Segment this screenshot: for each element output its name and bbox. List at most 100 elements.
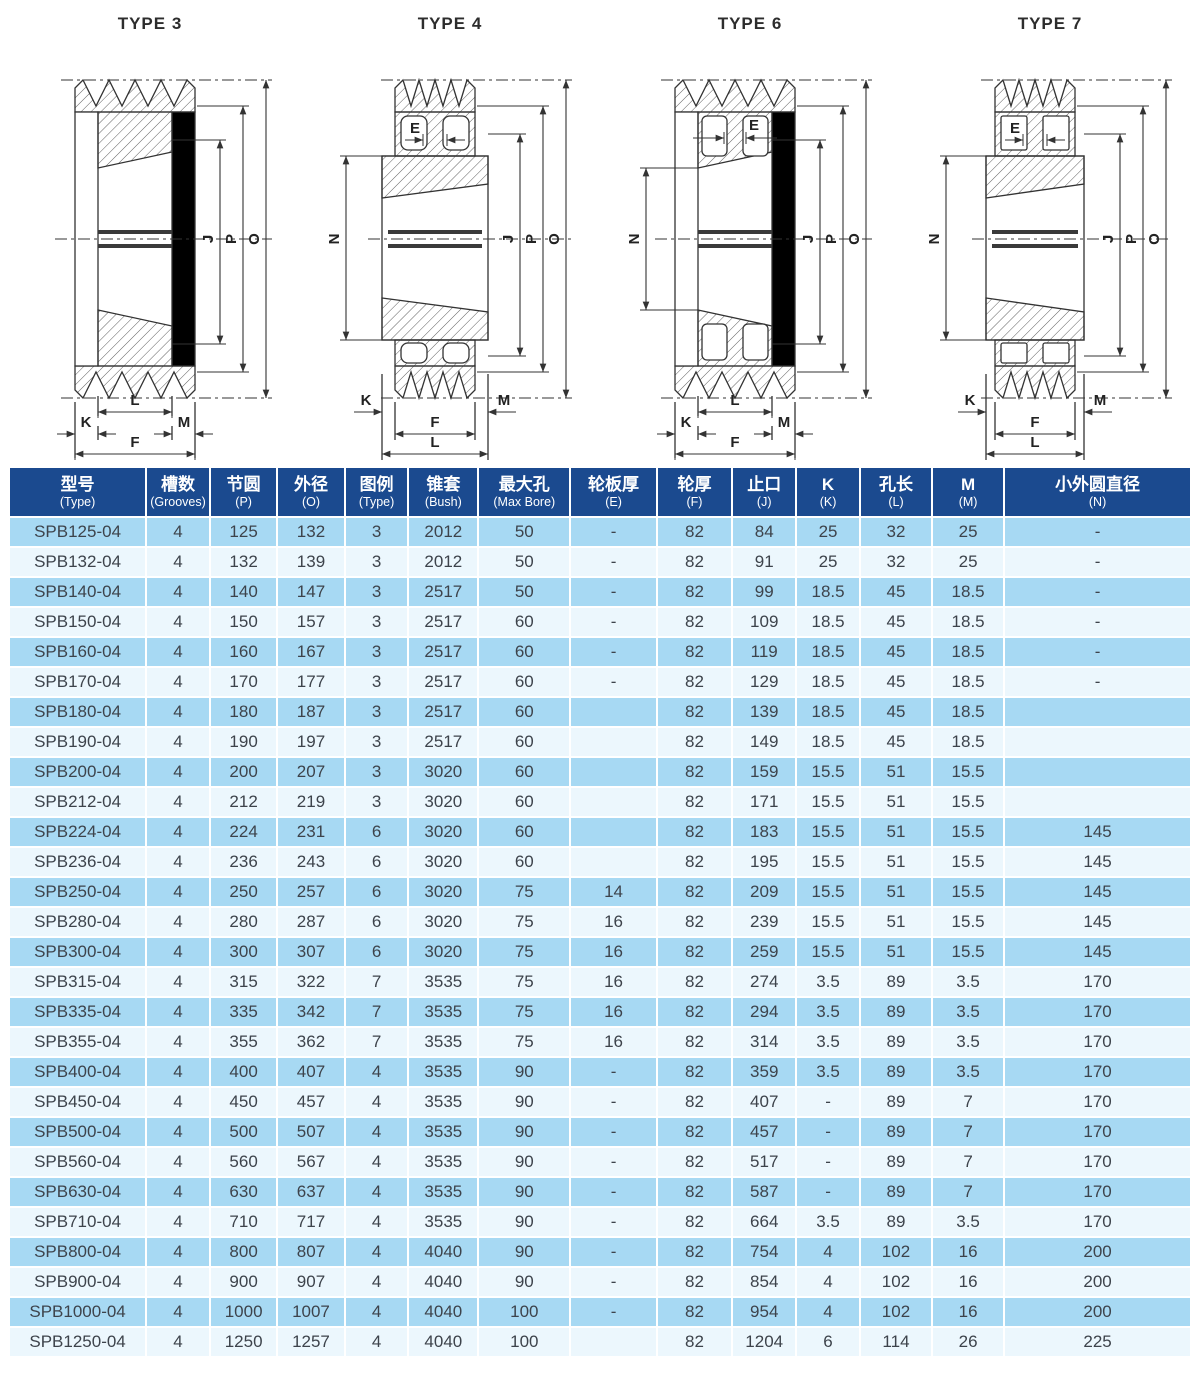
- table-cell: 359: [731, 1056, 798, 1088]
- table-cell: 754: [731, 1236, 798, 1268]
- table-cell: 4: [145, 576, 211, 608]
- table-cell: 90: [477, 1266, 572, 1298]
- table-cell: 82: [655, 1146, 734, 1178]
- table-cell: 90: [477, 1176, 572, 1208]
- table-cell: SPB335-04: [7, 996, 148, 1028]
- table-row: SPB125-04 4 125 132 3 2012 50-82 84 25 32 25-: [7, 516, 1192, 548]
- dim-label-o: O: [846, 233, 863, 245]
- table-cell: 4: [145, 636, 211, 668]
- table-cell: 145: [1003, 936, 1192, 968]
- table-cell: 4: [343, 1146, 410, 1178]
- table-cell: 183: [731, 816, 798, 848]
- table-cell: -: [569, 636, 658, 668]
- table-cell: -: [1003, 666, 1192, 698]
- table-row: SPB180-04 4 180 187 3 2517 60 82 139 18.5 45 18.5: [7, 696, 1192, 728]
- table-cell: -: [1003, 606, 1192, 638]
- table-cell: [1003, 756, 1192, 788]
- table-cell: 15.5: [931, 756, 1006, 788]
- table-cell: 3535: [407, 1056, 480, 1088]
- dim-label-f: F: [130, 434, 139, 451]
- table-cell: 16: [569, 1026, 658, 1058]
- table-cell: 60: [477, 606, 572, 638]
- table-cell: 259: [731, 936, 798, 968]
- table-cell: 717: [276, 1206, 346, 1238]
- table-cell: 26: [931, 1326, 1006, 1358]
- table-cell: 102: [858, 1236, 934, 1268]
- table-row: SPB200-04 4 200 207 3 3020 60 82 159 15.5 51 15.5: [7, 756, 1192, 788]
- table-row: SPB400-04 4 400 407 4 3535 90-82 359 3.5 89 3.5 170: [7, 1056, 1192, 1088]
- table-cell: [569, 756, 658, 788]
- table-cell: 89: [858, 1026, 934, 1058]
- table-cell: 89: [858, 1206, 934, 1238]
- table-cell: 4: [145, 1296, 211, 1328]
- table-cell: -: [569, 1116, 658, 1148]
- column-header-en: (Grooves): [150, 495, 206, 509]
- table-cell: 82: [655, 726, 734, 758]
- table-cell: 4: [145, 1206, 211, 1238]
- table-cell: 60: [477, 816, 572, 848]
- table-cell: 4: [145, 786, 211, 818]
- table-cell: 150: [208, 606, 279, 638]
- column-header: 止口 (J): [731, 466, 798, 518]
- dim-label-p: P: [823, 234, 840, 244]
- table-cell: -: [569, 666, 658, 698]
- table-cell: 4040: [407, 1296, 480, 1328]
- table-row: SPB560-04 4 560 567 4 3535 90-82 517-89 7 170: [7, 1146, 1192, 1178]
- table-cell: 82: [655, 1026, 734, 1058]
- dim-label-e: E: [1010, 120, 1020, 137]
- table-cell: SPB180-04: [7, 696, 148, 728]
- table-cell: 7: [343, 1026, 410, 1058]
- column-header: 小外圆直径 (N): [1003, 466, 1192, 518]
- table-cell: 25: [795, 516, 861, 548]
- table-cell: 2517: [407, 696, 480, 728]
- pulley-drawing-type4: E N J P O K M FL: [326, 77, 572, 460]
- table-cell: 50: [477, 546, 572, 578]
- table-cell: 82: [655, 1236, 734, 1268]
- table-cell: 18.5: [795, 696, 861, 728]
- column-header-zh: 孔长: [878, 475, 913, 494]
- table-cell: 854: [731, 1266, 798, 1298]
- table-cell: 7: [343, 996, 410, 1028]
- table-cell: 109: [731, 606, 798, 638]
- table-cell: 4: [145, 1176, 211, 1208]
- table-cell: 4: [145, 1146, 211, 1178]
- table-cell: -: [1003, 546, 1192, 578]
- column-header: M (M): [931, 466, 1006, 518]
- table-cell: 89: [858, 966, 934, 998]
- table-cell: 4: [145, 516, 211, 548]
- table-cell: 82: [655, 756, 734, 788]
- table-cell: 2517: [407, 666, 480, 698]
- table-cell: 314: [731, 1026, 798, 1058]
- table-cell: 3535: [407, 1146, 480, 1178]
- table-cell: 2517: [407, 636, 480, 668]
- table-cell: 200: [1003, 1236, 1192, 1268]
- table-cell: 342: [276, 996, 346, 1028]
- pulley-drawing-type7: E N J P O K M FL: [926, 77, 1172, 460]
- table-cell: 1007: [276, 1296, 346, 1328]
- table-cell: 15.5: [931, 816, 1006, 848]
- table-cell: 4: [145, 1086, 211, 1118]
- table-cell: 102: [858, 1266, 934, 1298]
- table-cell: 15.5: [931, 846, 1006, 878]
- table-cell: 82: [655, 636, 734, 668]
- table-cell: 4: [145, 816, 211, 848]
- table-cell: 4: [145, 1026, 211, 1058]
- table-cell: 257: [276, 876, 346, 908]
- table-cell: 4040: [407, 1326, 480, 1358]
- table-cell: 139: [276, 546, 346, 578]
- table-cell: 294: [731, 996, 798, 1028]
- table-cell: 3535: [407, 966, 480, 998]
- dim-label-n: N: [326, 234, 343, 245]
- table-cell: SPB1000-04: [7, 1296, 148, 1328]
- column-header: 型号 (Type): [7, 466, 148, 518]
- table-cell: 15.5: [931, 906, 1006, 938]
- column-header-en: (J): [756, 495, 772, 509]
- dim-label-m: M: [1094, 392, 1107, 409]
- dim-label-p: P: [1123, 234, 1140, 244]
- table-cell: 3.5: [931, 1056, 1006, 1088]
- table-cell: 3: [343, 606, 410, 638]
- dim-label-p: P: [223, 234, 240, 244]
- table-cell: 239: [731, 906, 798, 938]
